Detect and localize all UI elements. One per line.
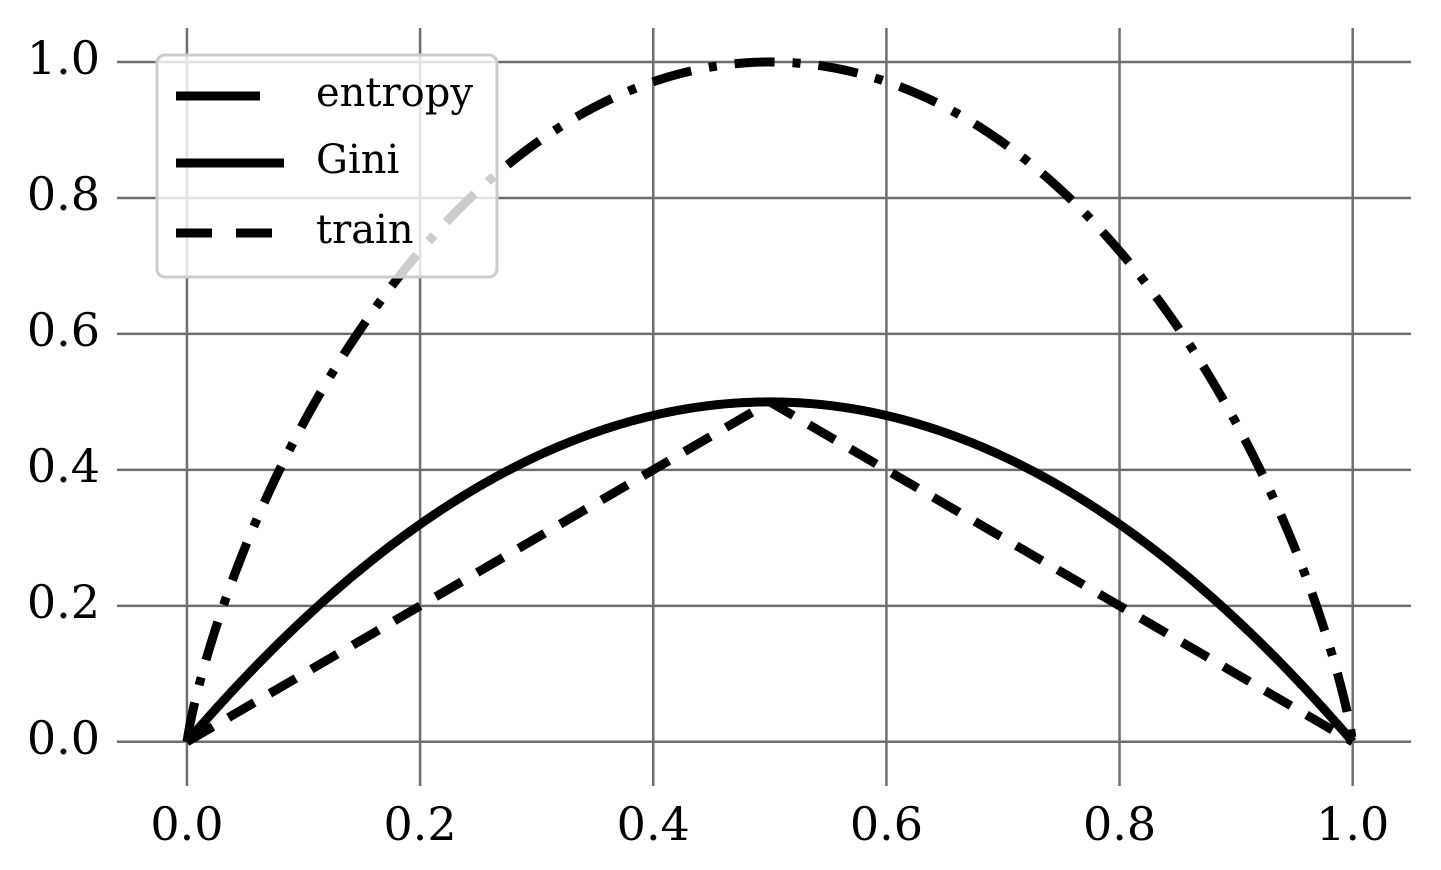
y-tick-label: 0.0 [27,711,100,765]
x-tick-label: 0.0 [150,797,223,851]
legend: entropy Gini train [155,53,499,279]
legend-label-entropy: entropy [316,70,473,116]
series-line-train [184,397,1355,746]
legend-label-gini: Gini [316,137,399,183]
x-tick-label: 0.8 [1083,797,1156,851]
x-tick-label: 0.6 [850,797,923,851]
y-tick-label: 0.4 [27,439,100,493]
y-tick-label: 0.6 [27,303,100,357]
x-tick-label: 1.0 [1316,797,1389,851]
grid [117,28,1411,786]
series-line-entropy [182,57,1358,743]
y-tick-label: 0.2 [27,575,100,629]
tick-labels: 0.0 0.2 0.4 0.6 0.8 1.0 0.0 0.2 0.4 0.6 0.8 1.0 [27,31,1389,851]
x-tick-label: 0.4 [617,797,690,851]
y-tick-label: 0.8 [27,167,100,221]
y-tick-label: 1.0 [27,31,100,85]
series-lines [182,57,1358,746]
x-tick-label: 0.2 [384,797,457,851]
legend-label-train: train [316,207,414,253]
legend-box [155,53,499,279]
